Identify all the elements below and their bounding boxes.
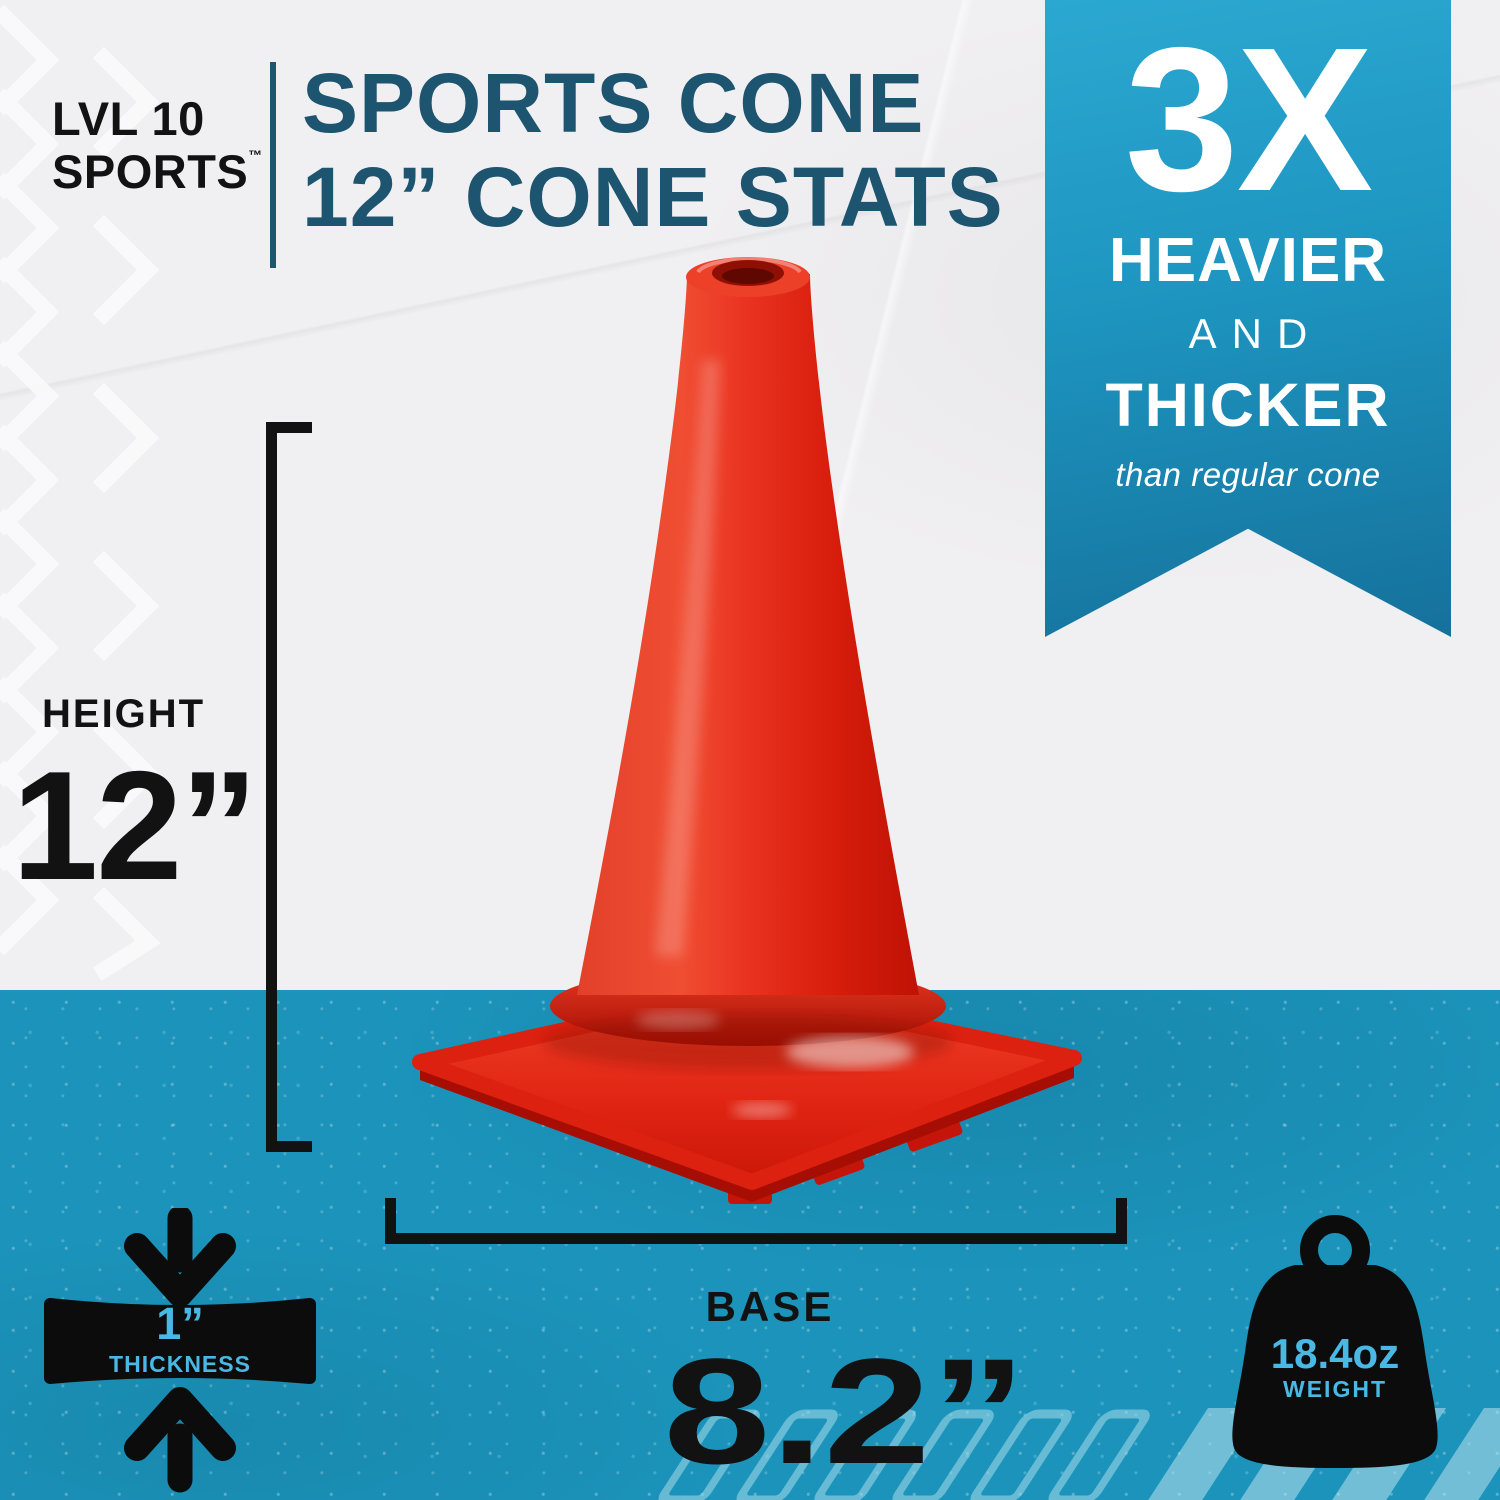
down-arrow-icon	[124, 1208, 236, 1307]
brand-line2: SPORTS™	[52, 145, 263, 199]
ribbon-banner: 3X HEAVIER AND THICKER than regular cone	[1045, 0, 1451, 637]
ribbon-multiplier: 3X	[1124, 5, 1374, 234]
height-bracket-line	[266, 422, 277, 1152]
ribbon-word-thicker: THICKER	[1105, 370, 1391, 439]
height-label: HEIGHT	[42, 692, 206, 736]
ribbon-note: than regular cone	[1115, 455, 1381, 493]
up-arrow-icon	[124, 1387, 236, 1493]
traffic-cone-image	[412, 257, 1082, 1204]
chevron-pattern	[0, 4, 161, 982]
weight-label: WEIGHT	[1283, 1376, 1387, 1402]
page-title-line2: 12” CONE STATS	[302, 150, 1004, 245]
height-bracket-top-arm	[266, 422, 312, 433]
thickness-icon	[44, 1208, 316, 1493]
weight-value: 18.4oz	[1270, 1330, 1400, 1377]
base-label: BASE	[705, 1283, 835, 1330]
brand-logo: LVL 10 SPORTS™	[52, 92, 262, 198]
height-bracket-bottom-arm	[266, 1141, 312, 1152]
ribbon-word-heavier: HEAVIER	[1108, 225, 1387, 295]
thickness-value: 1”	[156, 1298, 204, 1349]
page-title-line1: SPORTS CONE	[302, 56, 925, 150]
kettlebell-weight-icon	[1232, 1215, 1438, 1468]
base-bracket-line	[385, 1233, 1127, 1244]
thickness-band	[44, 1298, 316, 1384]
thickness-label: THICKNESS	[109, 1351, 251, 1377]
base-bracket-left-tick	[385, 1198, 396, 1244]
base-bracket-right-tick	[1116, 1198, 1127, 1244]
height-value: 12”	[12, 739, 258, 912]
brand-divider	[270, 62, 276, 268]
base-value: 8.2”	[663, 1327, 1027, 1495]
trademark-symbol: ™	[248, 147, 263, 164]
page-title: SPORTS CONE 12” CONE STATS	[302, 56, 1004, 244]
ribbon-conjunction: AND	[1188, 309, 1323, 357]
brand-line1: LVL 10	[52, 92, 205, 145]
